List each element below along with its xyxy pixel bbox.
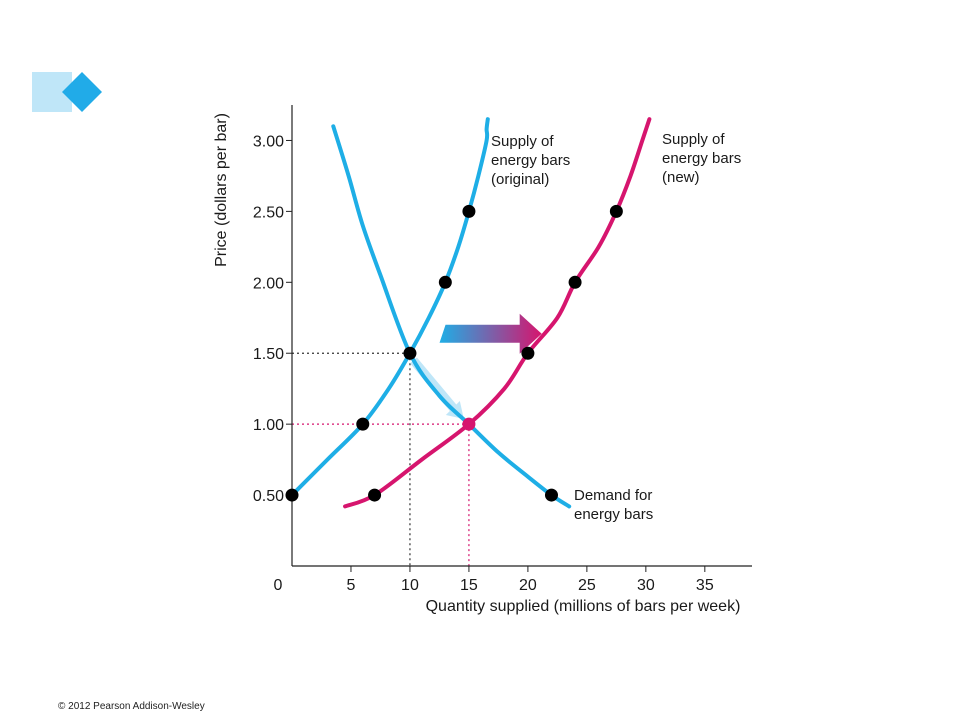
copyright-notice: © 2012 Pearson Addison-Wesley <box>58 701 205 712</box>
guide-lines <box>292 352 470 566</box>
demand-label-line: energy bars <box>574 506 653 523</box>
supply_new-label-line: energy bars <box>662 150 741 167</box>
y-tick-label: 3.00 <box>253 133 284 150</box>
supply_new-point <box>568 275 582 289</box>
demand-curve <box>331 124 572 509</box>
points <box>285 204 623 502</box>
x-tick-label: 0 <box>274 577 283 594</box>
supply_original-point <box>285 488 299 502</box>
new-equilibrium-point <box>462 417 476 431</box>
x-tick-label: 35 <box>696 577 714 594</box>
supply_original-point <box>403 346 417 360</box>
y-axis-title: Price (dollars per bar) <box>213 113 230 267</box>
x-tick-label: 25 <box>578 577 596 594</box>
supply_new-label-line: Supply of <box>662 131 725 148</box>
supply_new-point <box>521 346 535 360</box>
labels: Price (dollars per bar) Quantity supplie… <box>213 113 741 615</box>
y-tick-label: 1.00 <box>253 417 284 434</box>
supply_new-point <box>609 204 623 218</box>
supply_original-label-line: (original) <box>491 171 549 188</box>
y-tick-label: 1.50 <box>253 346 284 363</box>
supply_new-point <box>368 488 382 502</box>
supply_original-label: Supply of energy bars (original) <box>491 133 570 188</box>
supply_new-label: Supply of energy bars (new) <box>662 131 741 186</box>
logo-diamond <box>62 72 102 112</box>
curves <box>290 117 652 509</box>
supply_original-point <box>438 275 452 289</box>
y-tick-label: 2.50 <box>253 204 284 221</box>
demand-label-line: Demand for <box>574 487 652 504</box>
y-tick-label: 0.50 <box>253 488 284 505</box>
x-tick-label: 20 <box>519 577 537 594</box>
supply_original-label-line: Supply of <box>491 133 554 150</box>
supply_original-point <box>462 204 476 218</box>
supply_new-label-line: (new) <box>662 169 700 186</box>
supply_original-label-line: energy bars <box>491 152 570 169</box>
y-tick-label: 2.00 <box>253 275 284 292</box>
demand-point <box>544 488 558 502</box>
supply-shift-arrow <box>439 313 542 354</box>
x-tick-label: 10 <box>401 577 419 594</box>
demand-label: Demand for energy bars <box>574 487 653 523</box>
x-tick-label: 15 <box>460 577 478 594</box>
x-axis-title: Quantity supplied (millions of bars per … <box>426 598 741 615</box>
x-tick-label: 30 <box>637 577 655 594</box>
supply_original-point <box>356 417 370 431</box>
annotations <box>410 313 542 420</box>
logo-graphic <box>32 72 102 112</box>
supply_new-curve <box>343 117 652 509</box>
x-tick-label: 5 <box>347 577 356 594</box>
